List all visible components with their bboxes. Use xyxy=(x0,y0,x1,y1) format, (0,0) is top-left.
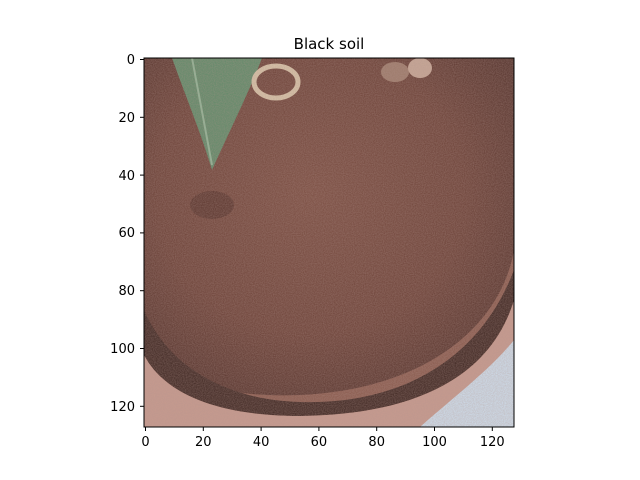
chart-title: Black soil xyxy=(294,35,365,53)
y-tick-label: 100 xyxy=(110,342,135,357)
axes-frame xyxy=(143,57,515,428)
y-tick-label: 80 xyxy=(118,284,135,299)
y-tick-label: 0 xyxy=(127,53,135,68)
x-tick-label: 60 xyxy=(311,435,328,450)
x-axis: 0 20 40 60 80 100 120 xyxy=(141,427,505,450)
x-tick-label: 120 xyxy=(480,435,505,450)
x-tick-label: 40 xyxy=(253,435,270,450)
y-tick-label: 20 xyxy=(118,111,135,126)
x-tick-label: 0 xyxy=(141,435,149,450)
soil-photo xyxy=(144,58,514,427)
y-axis: 0 20 40 60 80 100 120 xyxy=(110,53,144,415)
x-tick-label: 100 xyxy=(422,435,447,450)
x-tick-label: 80 xyxy=(368,435,385,450)
x-tick-label: 20 xyxy=(195,435,212,450)
y-tick-label: 120 xyxy=(110,400,135,415)
y-tick-label: 40 xyxy=(118,169,135,184)
y-tick-label: 60 xyxy=(118,226,135,241)
